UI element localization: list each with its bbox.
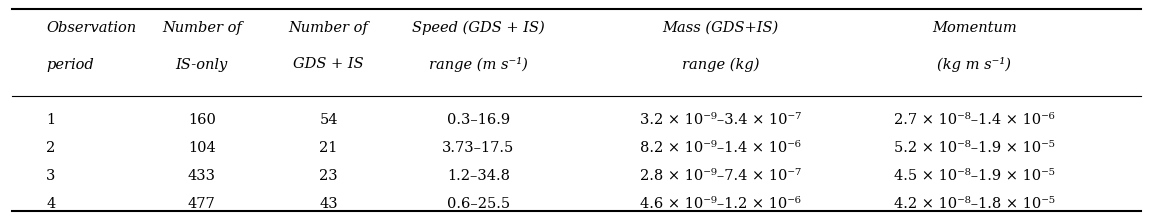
Text: 1.2–34.8: 1.2–34.8	[447, 169, 510, 183]
Text: 2: 2	[46, 141, 55, 155]
Text: GDS + IS: GDS + IS	[293, 57, 364, 72]
Text: 104: 104	[188, 141, 216, 155]
Text: 8.2 × 10⁻⁹–1.4 × 10⁻⁶: 8.2 × 10⁻⁹–1.4 × 10⁻⁶	[640, 141, 801, 155]
Text: 0.3–16.9: 0.3–16.9	[447, 113, 510, 127]
Text: 2.8 × 10⁻⁹–7.4 × 10⁻⁷: 2.8 × 10⁻⁹–7.4 × 10⁻⁷	[640, 169, 801, 183]
Text: 477: 477	[188, 197, 216, 211]
Text: (kg m s⁻¹): (kg m s⁻¹)	[937, 57, 1011, 72]
Text: Number of: Number of	[288, 21, 369, 35]
Text: 0.6–25.5: 0.6–25.5	[447, 197, 510, 211]
Text: 21: 21	[319, 141, 338, 155]
Text: 1: 1	[46, 113, 55, 127]
Text: Number of: Number of	[161, 21, 242, 35]
Text: 160: 160	[188, 113, 216, 127]
Text: 5.2 × 10⁻⁸–1.9 × 10⁻⁵: 5.2 × 10⁻⁸–1.9 × 10⁻⁵	[894, 141, 1055, 155]
Text: 4.2 × 10⁻⁸–1.8 × 10⁻⁵: 4.2 × 10⁻⁸–1.8 × 10⁻⁵	[894, 197, 1055, 211]
Text: period: period	[46, 57, 93, 72]
Text: 433: 433	[188, 169, 216, 183]
Text: 54: 54	[319, 113, 338, 127]
Text: 43: 43	[319, 197, 338, 211]
Text: IS-only: IS-only	[175, 57, 228, 72]
Text: Mass (GDS+IS): Mass (GDS+IS)	[663, 21, 778, 35]
Text: 23: 23	[319, 169, 338, 183]
Text: 4.6 × 10⁻⁹–1.2 × 10⁻⁶: 4.6 × 10⁻⁹–1.2 × 10⁻⁶	[640, 197, 801, 211]
Text: 3.2 × 10⁻⁹–3.4 × 10⁻⁷: 3.2 × 10⁻⁹–3.4 × 10⁻⁷	[640, 113, 801, 127]
Text: 2.7 × 10⁻⁸–1.4 × 10⁻⁶: 2.7 × 10⁻⁸–1.4 × 10⁻⁶	[894, 113, 1055, 127]
Text: 3: 3	[46, 169, 55, 183]
Text: 4.5 × 10⁻⁸–1.9 × 10⁻⁵: 4.5 × 10⁻⁸–1.9 × 10⁻⁵	[894, 169, 1055, 183]
Text: 3.73–17.5: 3.73–17.5	[443, 141, 514, 155]
Text: Speed (GDS + IS): Speed (GDS + IS)	[412, 21, 545, 35]
Text: range (kg): range (kg)	[681, 57, 760, 72]
Text: 4: 4	[46, 197, 55, 211]
Text: range (m s⁻¹): range (m s⁻¹)	[429, 57, 528, 72]
Text: Observation: Observation	[46, 21, 136, 35]
Text: Momentum: Momentum	[932, 21, 1017, 35]
